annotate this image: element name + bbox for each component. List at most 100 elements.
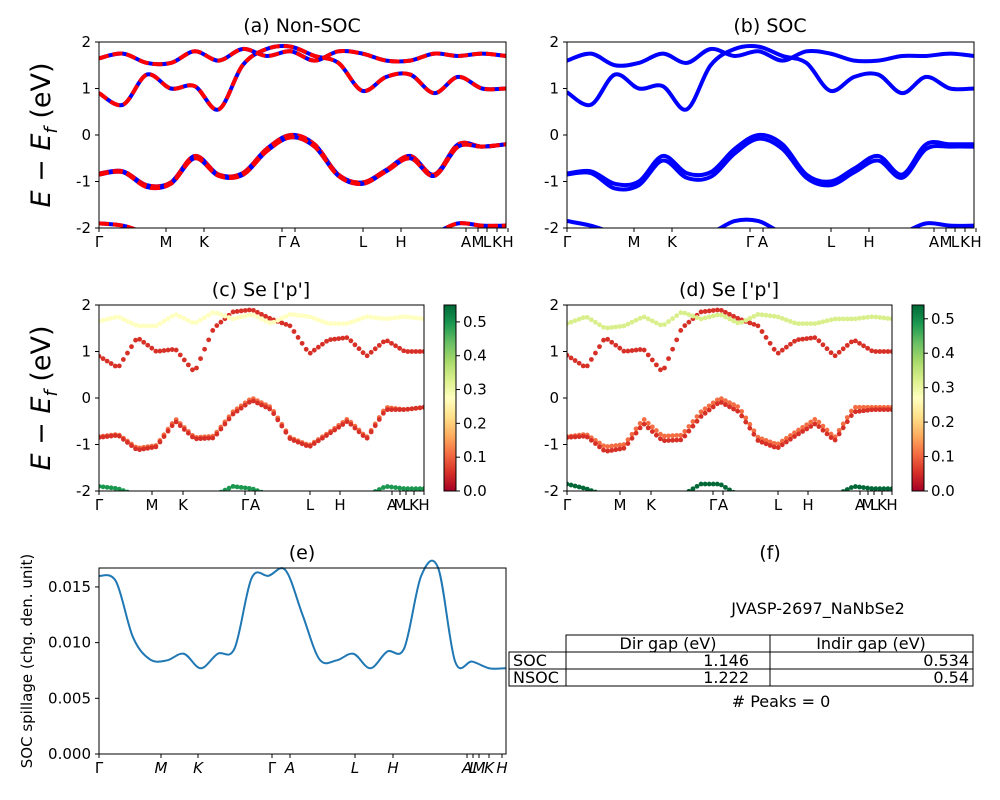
projection-point xyxy=(825,493,830,498)
projection-point xyxy=(869,486,875,491)
table-cell-nsoc-indir: 0.54 xyxy=(933,668,969,687)
projection-point xyxy=(812,335,818,341)
projection-point xyxy=(263,313,268,319)
projection-point xyxy=(214,492,219,497)
projection-point xyxy=(865,485,871,491)
projection-point xyxy=(112,433,118,438)
projection-point xyxy=(104,484,110,490)
y-tick-label: -2 xyxy=(544,482,559,500)
colorbar-tick-label: 0.1 xyxy=(463,448,487,466)
projection-point xyxy=(328,321,333,326)
projection-point xyxy=(303,346,309,352)
projection-point xyxy=(137,493,142,498)
x-tick-label: Γ xyxy=(95,233,104,251)
projection-point xyxy=(299,441,305,447)
projection-point xyxy=(202,346,208,352)
projection-point xyxy=(372,315,378,321)
projection-point xyxy=(641,417,647,422)
projection-point xyxy=(271,411,277,417)
projection-point xyxy=(324,493,329,498)
projection-point xyxy=(702,481,708,487)
projection-point xyxy=(125,318,130,324)
projection-point xyxy=(198,436,203,442)
projection-point xyxy=(157,439,163,445)
colorbar-tick-label: 0.2 xyxy=(931,413,955,431)
projection-point xyxy=(568,434,574,440)
projection-point xyxy=(613,447,619,453)
table-col-header-indir: Indir gap (eV) xyxy=(816,634,926,653)
projection-point xyxy=(576,484,582,490)
projection-point xyxy=(739,319,745,325)
x-tick-label: L xyxy=(359,233,368,251)
projection-point xyxy=(129,320,134,326)
projection-point xyxy=(405,406,411,412)
projection-point xyxy=(788,436,793,442)
projection-point xyxy=(755,323,761,329)
projection-point xyxy=(853,404,858,410)
x-tick-label: M xyxy=(473,759,486,777)
y-tick-label: -2 xyxy=(544,219,559,237)
projection-point xyxy=(177,352,183,358)
projection-point xyxy=(698,409,704,415)
projection-point xyxy=(413,315,419,321)
projection-point xyxy=(844,419,850,425)
projection-point xyxy=(718,312,724,318)
projection-point xyxy=(760,493,765,498)
y-tick-label: 0.000 xyxy=(48,745,91,763)
projection-point xyxy=(848,339,854,345)
projection-point xyxy=(368,314,374,320)
projection-point xyxy=(352,342,358,348)
projection-point xyxy=(116,363,122,369)
projection-point xyxy=(759,312,765,318)
projection-point xyxy=(255,314,260,320)
projection-point xyxy=(828,350,834,356)
projection-point xyxy=(751,431,757,437)
projection-point xyxy=(584,486,590,491)
x-tick-label: L xyxy=(402,496,411,514)
projection-point xyxy=(190,434,195,440)
projection-point xyxy=(706,308,712,314)
x-tick-label: A xyxy=(387,496,398,514)
projection-point xyxy=(137,323,143,329)
projection-point xyxy=(133,493,138,498)
projection-point xyxy=(783,344,789,350)
projection-point xyxy=(637,347,643,352)
projection-point xyxy=(165,347,171,353)
projection-point xyxy=(242,313,248,319)
projection-point xyxy=(743,317,749,323)
projection-point xyxy=(311,441,317,446)
projection-point xyxy=(206,435,212,441)
projection-point xyxy=(869,407,875,413)
projection-point xyxy=(296,493,301,498)
colorbar-tick-label: 0.0 xyxy=(463,482,487,500)
projection-point xyxy=(723,309,728,315)
projection-point xyxy=(804,336,810,342)
projection-point xyxy=(710,308,716,313)
projection-point xyxy=(779,442,785,448)
projection-point xyxy=(771,444,777,450)
panel-e-title: (e) xyxy=(289,542,316,564)
projection-point xyxy=(259,316,264,322)
projection-point xyxy=(885,316,891,321)
projection-point xyxy=(629,348,635,353)
x-tick-label: K xyxy=(484,759,495,777)
projection-point xyxy=(694,418,700,424)
projection-point xyxy=(576,360,582,366)
projection-point xyxy=(597,440,602,446)
projection-point xyxy=(613,443,619,448)
projection-point xyxy=(829,493,834,498)
projection-point xyxy=(353,493,358,498)
projection-point xyxy=(605,448,611,454)
projection-point xyxy=(206,312,212,318)
projection-point xyxy=(393,407,398,413)
projection-point xyxy=(576,316,582,322)
projection-point xyxy=(194,320,199,325)
projection-point xyxy=(784,493,789,498)
projection-point xyxy=(820,423,826,429)
projection-point xyxy=(710,400,716,406)
projection-point xyxy=(853,484,858,489)
